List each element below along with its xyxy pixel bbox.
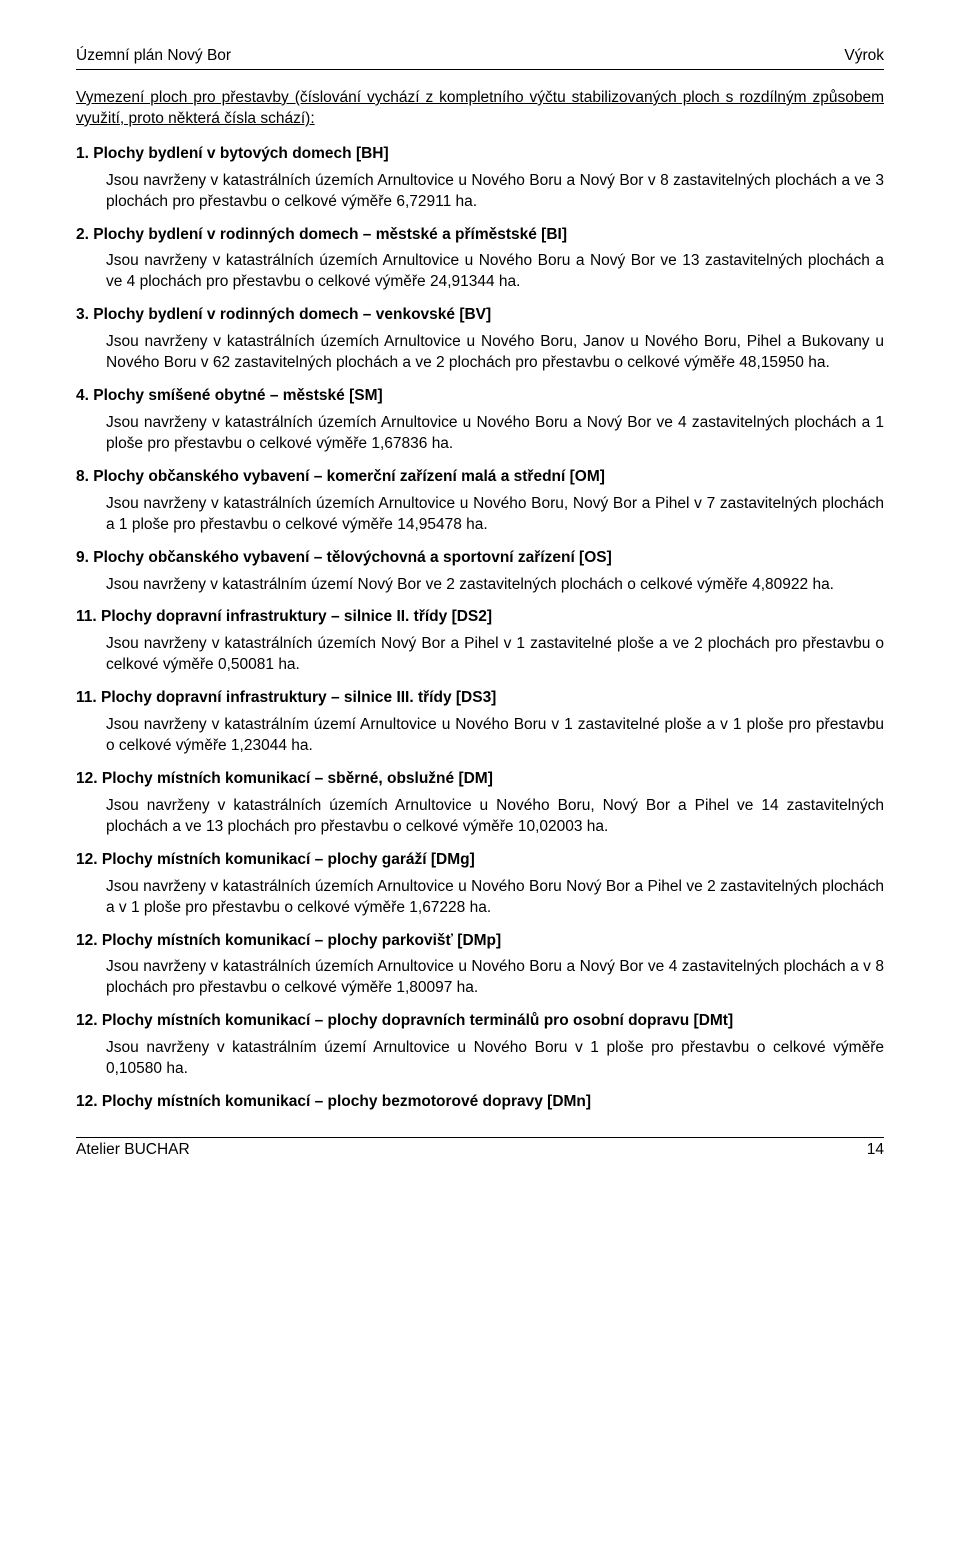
section: 3. Plochy bydlení v rodinných domech – v… (76, 305, 884, 374)
section-title: 12. Plochy místních komunikací – sběrné,… (76, 769, 884, 790)
section-title: 11. Plochy dopravní infrastruktury – sil… (76, 688, 884, 709)
section: 12. Plochy místních komunikací – plochy … (76, 1092, 884, 1113)
section-body: Jsou navrženy v katastrálních územích Ar… (76, 332, 884, 374)
section: 12. Plochy místních komunikací – plochy … (76, 931, 884, 1000)
sections-container: 1. Plochy bydlení v bytových domech [BH]… (76, 144, 884, 1113)
section-body: Jsou navrženy v katastrálních územích Ar… (76, 413, 884, 455)
section-title: 1. Plochy bydlení v bytových domech [BH] (76, 144, 884, 165)
section: 11. Plochy dopravní infrastruktury – sil… (76, 688, 884, 757)
section: 12. Plochy místních komunikací – plochy … (76, 1011, 884, 1080)
section-title: 12. Plochy místních komunikací – plochy … (76, 1092, 884, 1113)
section-body: Jsou navrženy v katastrálních územích Ar… (76, 957, 884, 999)
footer-page-number: 14 (867, 1140, 884, 1161)
section-body: Jsou navrženy v katastrálních územích Ar… (76, 796, 884, 838)
section-title: 4. Plochy smíšené obytné – městské [SM] (76, 386, 884, 407)
header-left: Územní plán Nový Bor (76, 46, 231, 67)
header-right: Výrok (844, 46, 884, 67)
section-body: Jsou navrženy v katastrálním území Arnul… (76, 715, 884, 757)
section: 9. Plochy občanského vybavení – tělových… (76, 548, 884, 596)
section-title: 12. Plochy místních komunikací – plochy … (76, 931, 884, 952)
page-footer: Atelier BUCHAR 14 (76, 1137, 884, 1161)
section-title: 11. Plochy dopravní infrastruktury – sil… (76, 607, 884, 628)
section-title: 12. Plochy místních komunikací – plochy … (76, 850, 884, 871)
section-body: Jsou navrženy v katastrálním území Nový … (76, 575, 884, 596)
page-header: Územní plán Nový Bor Výrok (76, 46, 884, 70)
section-title: 8. Plochy občanského vybavení – komerční… (76, 467, 884, 488)
section: 12. Plochy místních komunikací – plochy … (76, 850, 884, 919)
section-body: Jsou navrženy v katastrálních územích Ar… (76, 171, 884, 213)
section: 4. Plochy smíšené obytné – městské [SM] J… (76, 386, 884, 455)
footer-left: Atelier BUCHAR (76, 1140, 190, 1161)
section: 1. Plochy bydlení v bytových domech [BH]… (76, 144, 884, 213)
section-body: Jsou navrženy v katastrálním území Arnul… (76, 1038, 884, 1080)
section-body: Jsou navrženy v katastrálních územích No… (76, 634, 884, 676)
intro-paragraph: Vymezení ploch pro přestavby (číslování … (76, 88, 884, 130)
section: 11. Plochy dopravní infrastruktury – sil… (76, 607, 884, 676)
section: 8. Plochy občanského vybavení – komerční… (76, 467, 884, 536)
section-body: Jsou navrženy v katastrálních územích Ar… (76, 494, 884, 536)
section: 2. Plochy bydlení v rodinných domech – m… (76, 225, 884, 294)
section-title: 3. Plochy bydlení v rodinných domech – v… (76, 305, 884, 326)
section-body: Jsou navrženy v katastrálních územích Ar… (76, 877, 884, 919)
section-body: Jsou navrženy v katastrálních územích Ar… (76, 251, 884, 293)
section-title: 9. Plochy občanského vybavení – tělových… (76, 548, 884, 569)
section-title: 2. Plochy bydlení v rodinných domech – m… (76, 225, 884, 246)
section: 12. Plochy místních komunikací – sběrné,… (76, 769, 884, 838)
section-title: 12. Plochy místních komunikací – plochy … (76, 1011, 884, 1032)
